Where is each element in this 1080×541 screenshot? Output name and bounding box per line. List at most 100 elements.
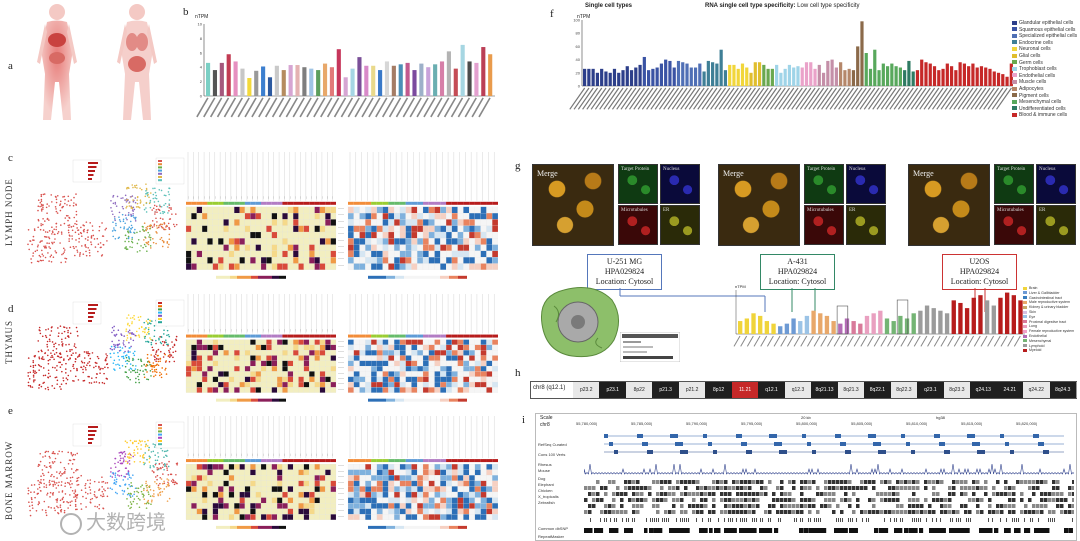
g-bar — [758, 316, 762, 334]
umap-point — [58, 344, 60, 346]
heatmap-cell — [250, 371, 255, 376]
heatmap-cell — [331, 257, 336, 263]
heatmap-cell — [325, 464, 330, 470]
umap-point — [118, 359, 120, 361]
alignment-block — [704, 492, 708, 496]
umap-point — [140, 448, 142, 450]
umap-point — [161, 377, 163, 379]
umap-point — [76, 484, 78, 486]
alignment-block — [1040, 492, 1044, 496]
heatmap-cell — [331, 475, 336, 481]
heatmap-annotation-bar — [492, 202, 498, 205]
heatmap-cell — [377, 387, 383, 392]
heatmap-col-label: — — [246, 329, 249, 332]
heatmap-annotation-bar — [348, 459, 354, 462]
heatmap-annotation-bar — [229, 335, 234, 338]
heatmap-row-label: —— — [338, 497, 344, 501]
heatmap-cell — [469, 377, 475, 382]
heatmap-cell — [400, 264, 406, 270]
heatmap-cell — [288, 238, 293, 244]
umap-point — [30, 491, 32, 493]
heatmap-cell — [261, 340, 266, 345]
panel-label-i: i — [522, 414, 525, 426]
umap-point — [65, 372, 67, 374]
heatmap-cell — [377, 232, 383, 238]
f-bar — [766, 69, 769, 86]
heatmap-cell — [452, 350, 458, 355]
snp-mark — [1012, 518, 1013, 522]
heatmap-cell — [400, 464, 406, 470]
heatmap-cell — [492, 377, 498, 382]
snp-mark — [768, 518, 769, 522]
alignment-block — [632, 504, 636, 508]
umap-point — [146, 459, 148, 461]
heatmap-cell — [207, 481, 212, 487]
heatmap-cell — [240, 509, 245, 515]
heatmap-cell — [417, 219, 423, 225]
heatmap-cell — [191, 232, 196, 238]
heatmap-cell — [282, 355, 287, 360]
snp-mark — [820, 518, 821, 522]
heatmap-cell — [429, 245, 435, 251]
umap-point — [136, 232, 138, 234]
heatmap-cell — [435, 486, 441, 492]
umap-point — [52, 243, 54, 245]
umap-point — [135, 368, 137, 370]
umap-point — [105, 228, 107, 230]
heatmap-cell — [475, 219, 481, 225]
umap-point — [42, 469, 44, 471]
f-category-mark — [821, 88, 837, 110]
umap-point — [76, 211, 78, 213]
alignment-block — [900, 480, 904, 484]
umap-point — [71, 483, 73, 485]
umap-point — [27, 493, 29, 495]
umap-point — [146, 485, 148, 487]
heatmap-cell — [282, 498, 287, 504]
umap-point — [138, 492, 140, 494]
heatmap-cell — [304, 371, 309, 376]
umap-point — [31, 499, 33, 501]
heatmap-cell — [213, 475, 218, 481]
heatmap-col-label: — — [257, 329, 260, 332]
heatmap-cell — [406, 219, 412, 225]
chromosome-band: p23.1 — [599, 382, 626, 398]
heatmap-cell — [315, 486, 320, 492]
heatmap-cell — [388, 340, 394, 345]
umap-point — [79, 255, 81, 257]
heatmap-cell — [406, 257, 412, 263]
umap-point — [101, 481, 103, 483]
repeat-block — [939, 528, 946, 533]
heatmap-cell — [266, 514, 271, 520]
alignment-block — [956, 510, 960, 514]
f-category-mark — [923, 88, 939, 110]
heatmap-annotation-bar — [197, 335, 202, 338]
heatmap-cell — [458, 470, 464, 476]
b-category-mark — [396, 98, 408, 118]
umap-point — [128, 214, 130, 216]
heatmap-cell — [229, 232, 234, 238]
alignment-block — [1044, 504, 1048, 508]
alignment-block — [656, 480, 660, 484]
heatmap-cell — [331, 498, 336, 504]
repeat-block — [699, 528, 708, 533]
heatmap-col-label: — — [267, 196, 270, 199]
umap-point — [70, 477, 72, 479]
umap-point — [38, 501, 40, 503]
umap-point — [150, 237, 152, 239]
heatmap-cell — [446, 340, 452, 345]
umap-point — [115, 364, 117, 366]
f-bar — [741, 64, 744, 86]
g-category-mark — [754, 336, 761, 347]
heatmap-cell — [486, 382, 492, 387]
umap-point — [67, 330, 69, 332]
heatmap-cell — [383, 503, 389, 509]
heatmap-col-label: — — [321, 329, 324, 332]
heatmap-cell — [365, 371, 371, 376]
heatmap-cell — [458, 371, 464, 376]
snp-mark — [966, 518, 967, 522]
umap-point — [133, 334, 135, 336]
heatmap-cell — [299, 207, 304, 213]
alignment-block — [784, 498, 788, 502]
heatmap-cell — [440, 238, 446, 244]
heatmap-cell — [261, 213, 266, 219]
